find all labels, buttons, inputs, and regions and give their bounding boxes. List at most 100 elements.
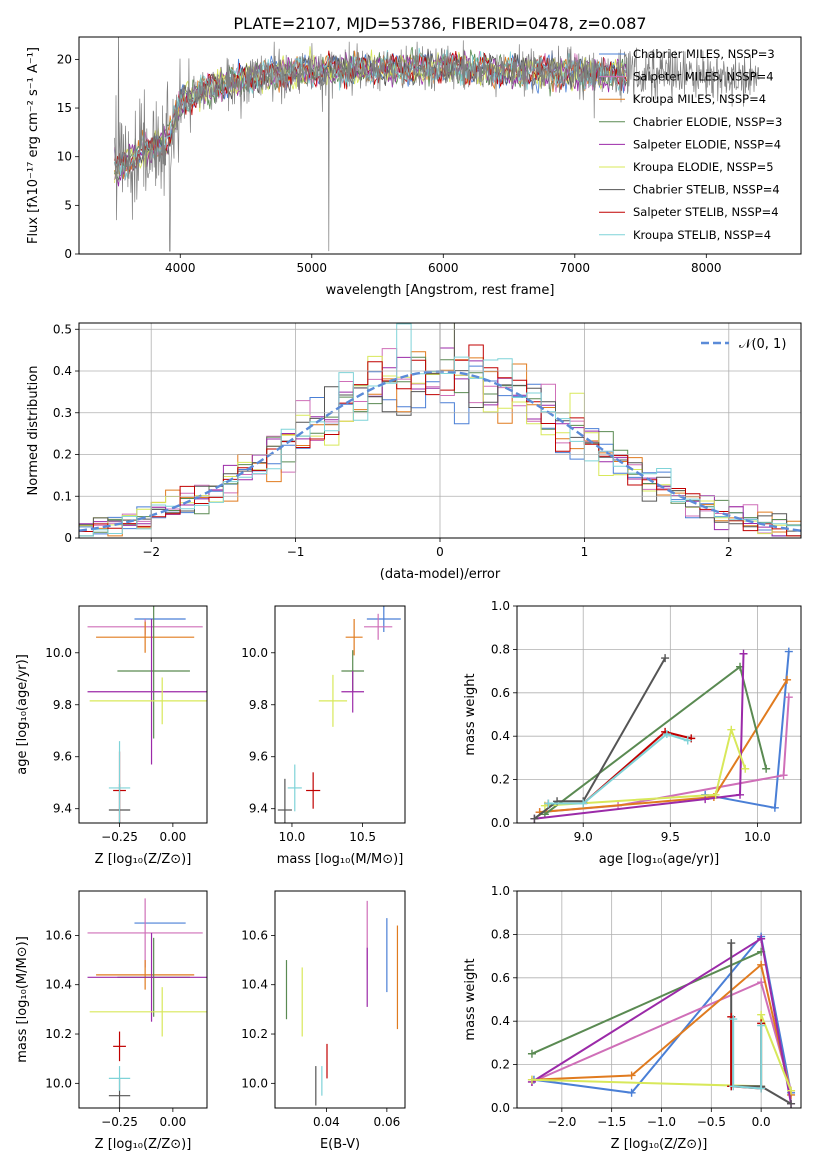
y-tick-label: 0.2 <box>491 773 510 787</box>
x-tick-label: 0.04 <box>313 1115 340 1129</box>
plot-area <box>114 37 760 252</box>
x-tick-label: −0.25 <box>101 1115 138 1129</box>
y-tick-label: 0.8 <box>491 642 510 656</box>
y-axis-label: mass [log₁₀(M/M⊙)] <box>15 936 30 1063</box>
x-axis-label: Z [log₁₀(Z/Z⊙)] <box>95 852 192 867</box>
y-tick-label: 0.0 <box>491 816 510 830</box>
weight-marker-chabrier_stelib <box>727 939 736 948</box>
panel-z-weight: −2.0 −1.5 −1.0 −0.5 0.0 0.0 0.2 0.4 0.6 0.8 1.0 Z [… <box>463 884 802 1152</box>
plot-area <box>285 900 399 1106</box>
legend-label-kroupa_stelib: Kroupa STELIB, NSSP=4 <box>633 228 771 242</box>
weight-marker-kroupa_stelib <box>544 799 553 808</box>
y-tick-label: 10.0 <box>241 646 268 660</box>
x-tick-label: 9.0 <box>574 830 593 844</box>
axes-frame <box>274 605 406 824</box>
legend-label-salpeter_stelib: Salpeter STELIB, NSSP=4 <box>633 205 779 219</box>
weight-marker-chabrier_miles <box>784 647 793 656</box>
weight-marker-kroupa_elodie <box>711 790 720 799</box>
x-tick-label: −1.0 <box>647 1115 676 1129</box>
y-tick-label: 9.8 <box>53 698 72 712</box>
y-tick-label: 9.6 <box>249 750 268 764</box>
weight-line-chabrier_elodie <box>531 950 762 1055</box>
x-tick-label: −0.5 <box>697 1115 726 1129</box>
panel-z-age: −0.25 0.00 9.4 9.6 9.8 10.0 Z [log₁₀(Z/Z⊙)] age… <box>15 605 208 867</box>
panel-residuals: −2 −1 0 1 2 0 0.1 0.2 0.3 0.4 0.5 (data-model)/erro… <box>26 322 802 582</box>
y-tick-label: 9.8 <box>249 698 268 712</box>
x-tick-label: −2 <box>142 545 160 559</box>
x-axis-label: age [log₁₀(age/yr)] <box>599 852 720 867</box>
weight-marker-salpeter_elodie <box>701 795 710 804</box>
y-tick-label: 10.4 <box>45 978 72 992</box>
legend-label-kroupa_elodie: Kroupa ELODIE, NSSP=5 <box>633 160 774 174</box>
x-tick-label: −0.25 <box>101 830 138 844</box>
y-axis-label: mass weight <box>463 673 478 755</box>
y-tick-label: 9.4 <box>249 802 268 816</box>
axes-frame <box>78 36 802 255</box>
y-axis-label: Normed distribution <box>26 366 41 496</box>
axes-frame <box>516 605 802 824</box>
y-axis-label: mass weight <box>463 958 478 1040</box>
x-tick-label: −2.0 <box>547 1115 576 1129</box>
x-tick-label: 0.00 <box>160 1115 187 1129</box>
y-tick-label: 10.4 <box>241 978 268 992</box>
y-axis-label: Flux [fλ10⁻¹⁷ erg cm⁻² s⁻¹ A⁻¹] <box>26 47 41 244</box>
panel-z-mass: −0.25 0.00 10.0 10.2 10.4 10.6 Z [log₁₀(Z/Z⊙)]… <box>15 890 208 1152</box>
legend-label-chabrier_miles: Chabrier MILES, NSSP=3 <box>633 47 775 61</box>
panel-spectrum: 4000 5000 6000 7000 8000 0 5 10 15 20 wavelength [… <box>26 36 802 298</box>
y-tick-label: 0 <box>64 247 72 261</box>
weight-marker-kroupa_elodie <box>741 764 750 773</box>
weight-marker-kroupa_miles <box>757 960 766 969</box>
weight-line-kroupa_elodie <box>544 726 747 807</box>
axes-frame <box>78 890 208 1109</box>
y-tick-label: 9.4 <box>53 802 72 816</box>
weight-marker-kroupa_miles <box>627 1071 636 1080</box>
weight-marker-chabrier_miles <box>770 803 779 812</box>
weight-line-salpeter_elodie <box>534 653 745 820</box>
weight-line-chabrier_stelib <box>533 657 666 820</box>
y-tick-label: 0.3 <box>53 406 72 420</box>
y-tick-label: 0.1 <box>53 489 72 503</box>
weight-marker-salpeter_elodie <box>739 649 748 658</box>
weight-marker-kroupa_stelib <box>729 1082 738 1091</box>
x-axis-label: wavelength [Angstrom, rest frame] <box>326 283 555 298</box>
weight-marker-chabrier_stelib <box>530 814 539 823</box>
weight-marker-salpeter_miles <box>757 978 766 987</box>
y-tick-label: 5 <box>64 198 72 212</box>
y-tick-label: 10.0 <box>241 1076 268 1090</box>
panel-age-weight: 9.0 9.5 10.0 0.0 0.2 0.4 0.6 0.8 1.0 age [log₁₀(a… <box>463 599 802 867</box>
weight-marker-kroupa_stelib <box>662 730 671 739</box>
weight-marker-kroupa_elodie <box>787 1086 796 1095</box>
y-tick-label: 15 <box>57 101 72 115</box>
y-tick-label: 0.8 <box>491 927 510 941</box>
y-tick-label: 1.0 <box>491 599 510 613</box>
x-axis-label: E(B-V) <box>320 1137 360 1152</box>
legend-label-salpeter_elodie: Salpeter ELODIE, NSSP=4 <box>633 137 781 151</box>
figure-title: PLATE=2107, MJD=53786, FIBERID=0478, z=0… <box>233 14 646 33</box>
y-tick-label: 0.4 <box>491 729 510 743</box>
y-tick-label: 0.4 <box>491 1014 510 1028</box>
y-tick-label: 0.5 <box>53 322 72 336</box>
x-tick-label: 1 <box>581 545 589 559</box>
weight-marker-chabrier_stelib <box>661 654 670 663</box>
x-tick-label: 6000 <box>428 261 459 275</box>
y-tick-label: 0.6 <box>491 971 510 985</box>
weight-marker-chabrier_stelib <box>787 1099 796 1108</box>
legend-label-chabrier_elodie: Chabrier ELODIE, NSSP=3 <box>633 115 782 129</box>
y-tick-label: 10.2 <box>241 1027 268 1041</box>
weight-marker-salpeter_elodie <box>736 790 745 799</box>
plot-area <box>87 606 207 823</box>
y-tick-label: 0.0 <box>491 1101 510 1115</box>
x-tick-label: 8000 <box>691 261 722 275</box>
x-tick-label: 9.5 <box>661 830 680 844</box>
weight-marker-kroupa_stelib <box>579 799 588 808</box>
legend: Chabrier MILES, NSSP=3 Salpeter MILES, NS… <box>599 47 782 242</box>
panel-mass-age: 10.0 10.5 9.4 9.6 9.8 10.0 mass [log₁₀(M/M⊙)] <box>241 605 406 867</box>
plot-area <box>530 647 793 823</box>
axes-frame <box>78 605 208 824</box>
x-tick-label: −1 <box>287 545 305 559</box>
weight-marker-chabrier_miles <box>627 1088 636 1097</box>
y-tick-label: 0.2 <box>53 448 72 462</box>
x-tick-label: 10.0 <box>744 830 771 844</box>
plot-area <box>277 606 401 823</box>
plot-area <box>87 898 207 1108</box>
